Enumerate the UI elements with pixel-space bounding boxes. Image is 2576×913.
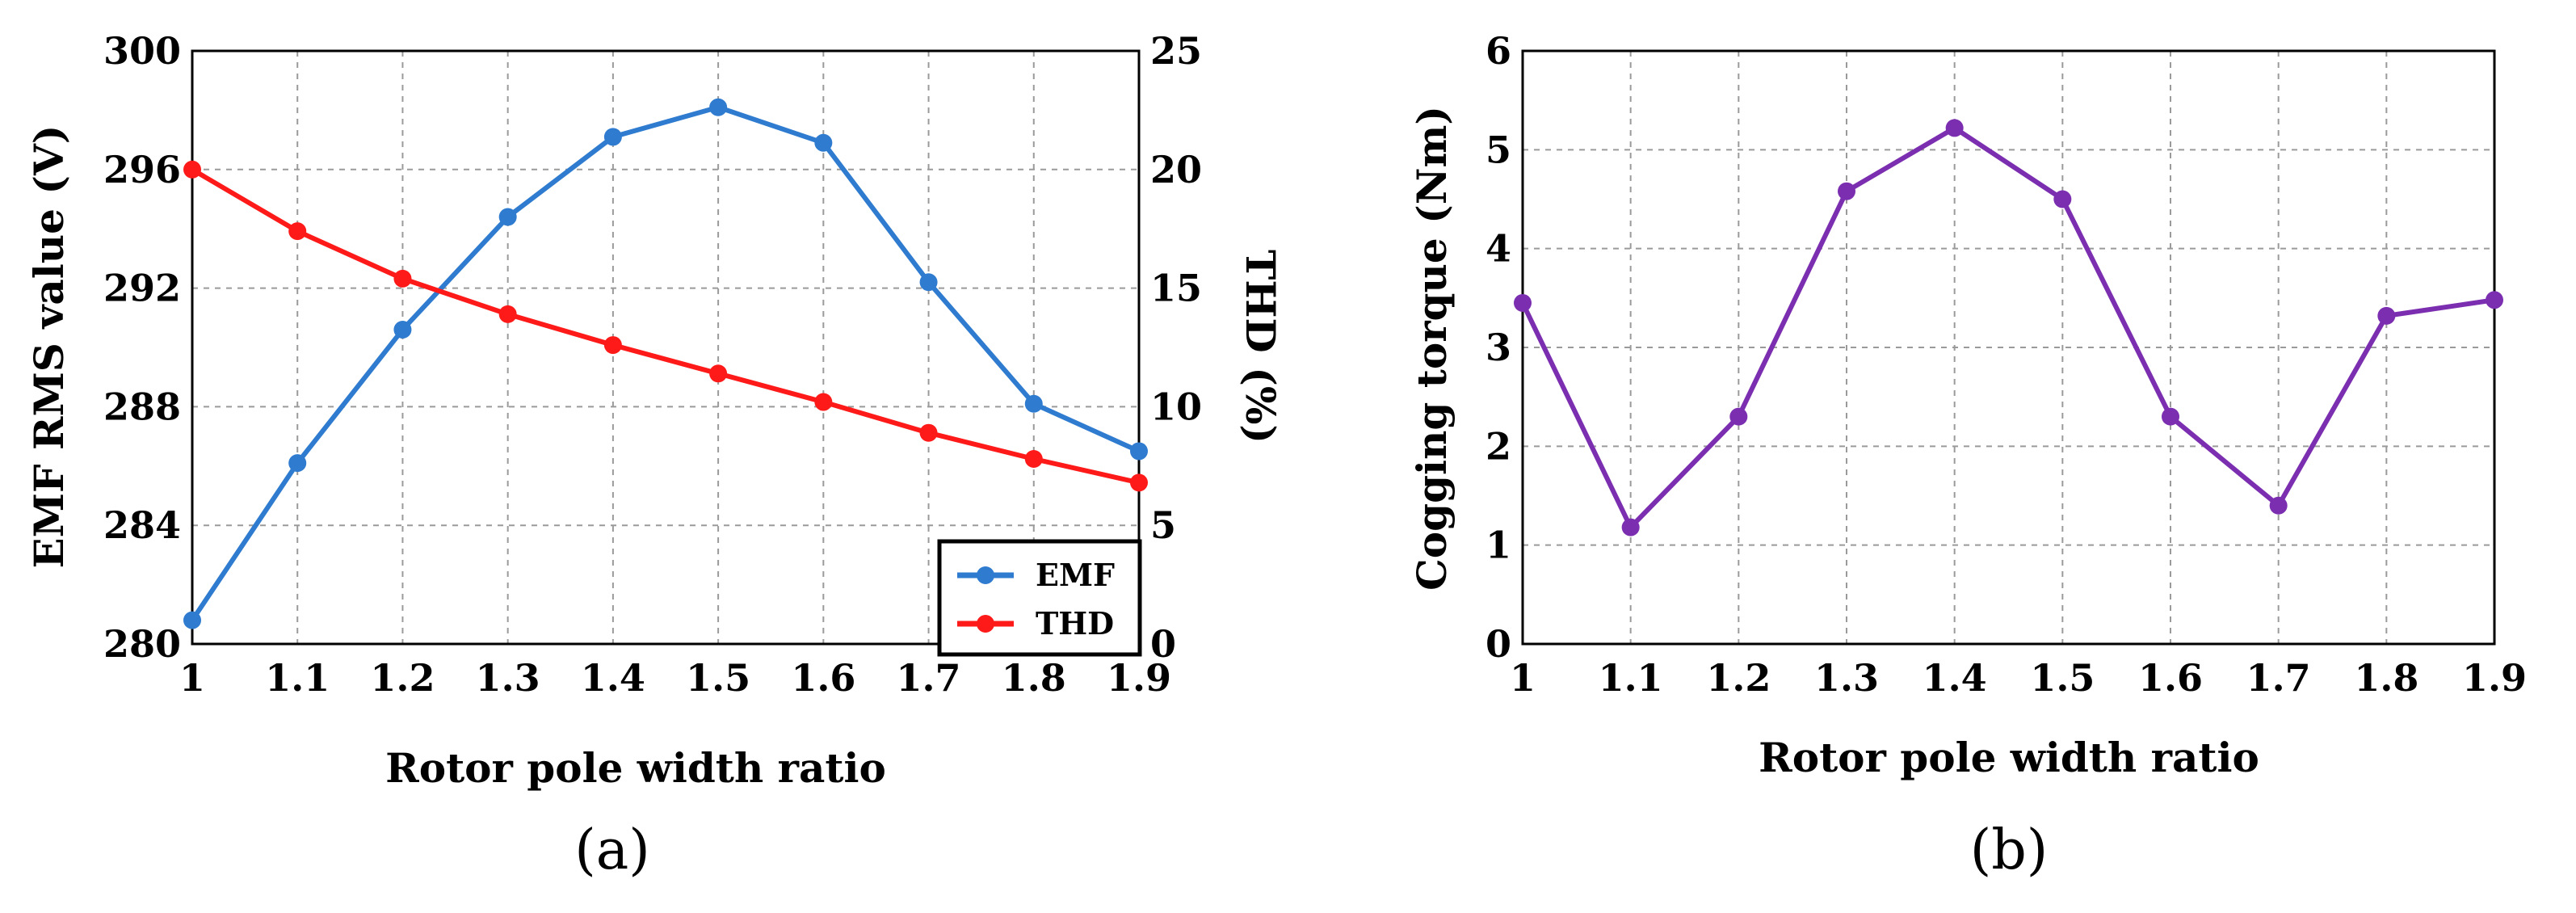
data-point-emf	[498, 208, 517, 226]
x-tick-label: 1.7	[897, 656, 961, 700]
chart-a-y-ticks: 280 284 288 292 296 300	[103, 29, 181, 666]
series-line-cogging-torque	[1520, 125, 2495, 530]
y-tick-label: 288	[103, 385, 181, 428]
x-tick-label: 1.8	[2354, 656, 2418, 700]
data-point-cogging-torque	[1838, 182, 1855, 200]
x-tick-label: 1.3	[1814, 656, 1879, 700]
y-tick-label: 1	[1486, 524, 1511, 567]
data-point-thd	[1130, 473, 1148, 492]
y2-tick-label: 25	[1150, 29, 1202, 73]
x-tick-label: 1	[179, 656, 205, 700]
x-tick-label: 1.4	[581, 656, 645, 700]
x-tick-label: 1.3	[476, 656, 540, 700]
chart-a-series	[183, 98, 1148, 629]
chart-a-x-ticks: 1 1.1 1.2 1.3 1.4 1.5 1.6 1.7 1.8 1.9	[179, 656, 1171, 700]
chart-a-caption: (a)	[574, 818, 650, 882]
data-point-cogging-torque	[2486, 291, 2503, 309]
x-tick-label: 1.5	[2030, 656, 2095, 700]
legend-box	[937, 539, 1142, 657]
chart-b-series	[1514, 119, 2503, 536]
y-tick-label: 2	[1486, 424, 1511, 468]
data-point-emf	[288, 454, 307, 473]
y-tick-label: 300	[103, 29, 181, 73]
data-point-cogging-torque	[1729, 407, 1748, 426]
chart-a-x-axis-label: Rotor pole width ratio	[385, 744, 886, 792]
data-point-thd	[288, 222, 307, 241]
y-tick-label: 5	[1486, 128, 1511, 171]
data-point-emf	[603, 128, 622, 146]
y2-tick-label: 0	[1150, 622, 1176, 666]
data-point-cogging-torque	[2053, 190, 2072, 208]
data-point-emf	[814, 133, 833, 152]
x-tick-label: 1.6	[2138, 656, 2203, 700]
y-tick-label: 292	[103, 267, 181, 310]
y2-tick-label: 10	[1150, 385, 1202, 428]
chart-b-plot-area	[1521, 49, 2496, 646]
data-point-emf	[1130, 442, 1148, 461]
y-tick-label: 0	[1486, 622, 1511, 666]
x-tick-label: 1.4	[1923, 656, 1987, 700]
x-tick-label: 1.2	[370, 656, 435, 700]
data-point-cogging-torque	[2269, 496, 2288, 515]
data-point-cogging-torque	[1514, 293, 1532, 312]
legend-emf-label: EMF	[1036, 557, 1115, 593]
data-point-thd	[393, 269, 412, 288]
chart-b-x-axis-label: Rotor pole width ratio	[1759, 734, 2259, 781]
chart-b-caption: (b)	[1970, 818, 2049, 882]
data-point-cogging-torque	[1945, 119, 1964, 137]
x-tick-label: 1.8	[1002, 656, 1066, 700]
legend-thd-marker	[977, 615, 994, 633]
x-tick-label: 1.2	[1706, 656, 1771, 700]
data-point-emf	[919, 273, 938, 292]
y-tick-label: 4	[1486, 227, 1511, 271]
series-line-emf	[190, 104, 1141, 622]
chart-b-y-axis-label: Cogging torque (Nm)	[1408, 106, 1456, 591]
legend-thd-label: THD	[1036, 605, 1114, 642]
x-tick-label: 1.1	[1599, 656, 1663, 700]
data-point-cogging-torque	[1621, 518, 1640, 536]
x-tick-label: 1.5	[686, 656, 750, 700]
data-point-thd	[603, 336, 622, 355]
x-tick-label: 1.9	[2462, 656, 2527, 700]
y2-tick-label: 5	[1150, 503, 1176, 547]
chart-a-legend: EMF THD	[937, 539, 1142, 657]
chart-b-y-ticks: 0 1 2 3 4 5 6	[1486, 29, 1511, 666]
legend-emf-marker	[977, 566, 994, 584]
data-point-emf	[1024, 394, 1043, 413]
y-tick-label: 280	[103, 622, 181, 666]
chart-a-y2-axis-label: THD (%)	[1237, 250, 1284, 444]
series-line-thd	[191, 167, 1140, 486]
x-tick-label: 1.7	[2246, 656, 2311, 700]
chart-b-x-ticks: 1 1.1 1.2 1.3 1.4 1.5 1.6 1.7 1.8 1.9	[1510, 656, 2527, 700]
data-point-thd	[498, 305, 517, 323]
data-point-thd	[183, 160, 201, 179]
y2-tick-label: 15	[1150, 267, 1202, 310]
chart-b-grid	[1523, 51, 2494, 644]
data-point-thd	[919, 423, 938, 442]
data-point-thd	[709, 364, 728, 383]
y-tick-label: 3	[1486, 326, 1511, 369]
chart-a: 1 1.1 1.2 1.3 1.4 1.5 1.6 1.7 1.8 1.9 280 284 288 29…	[25, 29, 1284, 882]
data-point-thd	[1024, 449, 1043, 468]
data-point-emf	[183, 611, 201, 629]
x-tick-label: 1.1	[265, 656, 330, 700]
data-point-cogging-torque	[2377, 306, 2396, 325]
data-point-emf	[709, 98, 728, 116]
x-tick-label: 1.6	[791, 656, 855, 700]
data-point-cogging-torque	[2162, 407, 2179, 426]
data-point-thd	[814, 393, 833, 411]
x-tick-label: 1.9	[1107, 656, 1171, 700]
chart-a-y-axis-label: EMF RMS value (V)	[25, 125, 73, 569]
y-tick-label: 6	[1486, 29, 1511, 73]
chart-a-plot-area	[191, 49, 1141, 646]
y2-tick-label: 20	[1150, 148, 1202, 191]
x-tick-label: 1	[1510, 656, 1536, 700]
data-point-emf	[393, 320, 412, 339]
chart-a-y2-ticks: 0 5 10 15 20 25	[1150, 29, 1202, 666]
y-tick-label: 284	[103, 503, 181, 547]
y-tick-label: 296	[103, 148, 181, 191]
